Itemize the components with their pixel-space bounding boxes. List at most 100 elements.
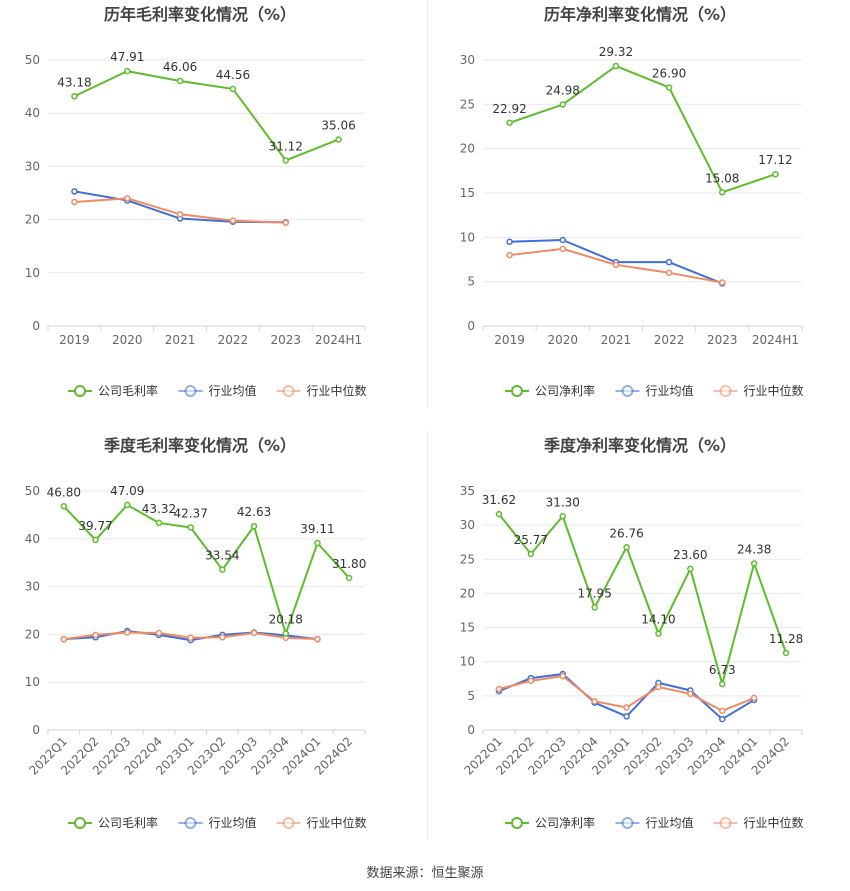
y-tick-label: 15 bbox=[460, 621, 475, 635]
legend-label: 公司净利率 bbox=[535, 815, 595, 830]
data-label: 42.63 bbox=[237, 505, 271, 519]
data-point-industry-median bbox=[559, 245, 566, 253]
data-point-company bbox=[782, 649, 790, 657]
series-line-company bbox=[73, 70, 339, 162]
data-point-industry-median bbox=[71, 198, 78, 206]
data-label: 14.10 bbox=[641, 613, 675, 627]
data-point-company bbox=[719, 680, 726, 688]
x-tick-label: 2019 bbox=[59, 333, 90, 347]
y-tick-label: 15 bbox=[460, 186, 475, 200]
legend-marker bbox=[184, 385, 197, 397]
legend-item: 行业中位数 bbox=[713, 815, 804, 830]
data-point-industry-median bbox=[314, 635, 321, 643]
legend-marker bbox=[74, 817, 86, 829]
data-point-company bbox=[506, 119, 513, 127]
data-point-industry-avg bbox=[506, 238, 513, 246]
y-tick-label: 20 bbox=[460, 586, 475, 600]
data-point-company bbox=[71, 93, 78, 100]
legend-label: 行业均值 bbox=[646, 815, 694, 830]
data-point-industry-median bbox=[591, 698, 598, 705]
data-label: 24.38 bbox=[737, 543, 771, 557]
data-point-industry-median bbox=[559, 672, 566, 680]
y-tick-label: 20 bbox=[25, 627, 40, 641]
data-label: 39.11 bbox=[300, 522, 334, 536]
data-point-company bbox=[92, 536, 99, 544]
data-label: 20.18 bbox=[269, 613, 303, 627]
data-point-industry-median bbox=[719, 279, 726, 286]
y-tick-label: 5 bbox=[467, 689, 475, 703]
y-tick-label: 30 bbox=[25, 580, 40, 594]
data-point-company bbox=[176, 77, 184, 85]
y-tick-label: 10 bbox=[25, 266, 40, 280]
data-point-company bbox=[687, 565, 694, 573]
legend-label: 行业中位数 bbox=[744, 383, 804, 398]
data-point-industry-median bbox=[92, 631, 99, 639]
data-point-company bbox=[124, 501, 131, 509]
y-tick-label: 10 bbox=[25, 675, 40, 689]
data-point-industry-median bbox=[612, 261, 620, 269]
data-point-industry-median bbox=[527, 677, 535, 685]
panel-divider bbox=[427, 0, 428, 408]
data-label: 15.08 bbox=[705, 171, 739, 185]
legend-marker bbox=[511, 385, 523, 397]
data-label: 43.18 bbox=[57, 75, 91, 89]
data-point-company bbox=[623, 544, 630, 551]
legend-label: 行业均值 bbox=[209, 815, 257, 830]
x-tick-label: 2020 bbox=[547, 333, 578, 347]
y-tick-label: 20 bbox=[25, 213, 40, 227]
data-label: 46.80 bbox=[47, 485, 81, 499]
legend-label: 行业中位数 bbox=[307, 815, 367, 830]
data-label: 43.32 bbox=[142, 502, 176, 516]
legend-label: 行业均值 bbox=[646, 383, 694, 398]
data-label: 46.06 bbox=[163, 60, 197, 74]
data-label: 17.12 bbox=[758, 153, 792, 167]
data-label: 39.77 bbox=[78, 519, 112, 533]
data-point-company bbox=[665, 84, 673, 91]
data-point-industry-median bbox=[719, 707, 726, 715]
data-point-industry-avg bbox=[559, 236, 566, 244]
y-tick-label: 50 bbox=[25, 484, 40, 498]
data-label: 31.30 bbox=[546, 495, 580, 509]
quarterly-net-margin-chart: 季度净利率变化情况（%）051015202530352022Q12022Q220… bbox=[460, 436, 804, 830]
data-point-industry-median bbox=[665, 269, 673, 277]
y-tick-label: 0 bbox=[467, 723, 475, 737]
legend-marker bbox=[621, 385, 634, 397]
legend-item: 公司毛利率 bbox=[68, 383, 158, 398]
data-label: 24.98 bbox=[546, 84, 580, 98]
series-line-company bbox=[498, 513, 787, 686]
data-label: 47.09 bbox=[110, 484, 144, 498]
y-tick-label: 25 bbox=[460, 552, 475, 566]
y-tick-label: 20 bbox=[460, 142, 475, 156]
data-point-industry-median bbox=[495, 685, 503, 693]
data-point-industry-median bbox=[506, 251, 513, 259]
data-label: 35.06 bbox=[321, 118, 355, 132]
legend-item: 公司净利率 bbox=[505, 815, 595, 830]
data-label: 33.54 bbox=[205, 549, 239, 563]
y-tick-label: 10 bbox=[460, 230, 475, 244]
legend-item: 公司净利率 bbox=[505, 383, 595, 398]
data-point-industry-median bbox=[623, 704, 630, 711]
y-tick-label: 40 bbox=[25, 106, 40, 120]
data-point-company bbox=[187, 524, 194, 531]
y-tick-label: 30 bbox=[25, 159, 40, 173]
legend-marker bbox=[719, 817, 732, 829]
data-label: 11.28 bbox=[769, 632, 803, 646]
legend-item: 行业中位数 bbox=[713, 383, 804, 398]
data-label: 25.77 bbox=[514, 533, 548, 547]
data-point-company bbox=[282, 157, 289, 164]
legend-item: 行业中位数 bbox=[276, 383, 367, 398]
chart-title: 历年净利率变化情况（%） bbox=[544, 5, 736, 24]
data-point-company bbox=[591, 604, 598, 611]
data-point-industry-median bbox=[124, 629, 131, 636]
legend-label: 行业均值 bbox=[209, 383, 257, 398]
x-tick-label: 2022 bbox=[218, 333, 249, 347]
y-tick-label: 25 bbox=[460, 97, 475, 111]
data-point-company bbox=[60, 503, 68, 510]
legend-marker bbox=[282, 817, 295, 829]
annual-gross-margin-chart: 历年毛利率变化情况（%） 0 10 20 30 40 50 2019 2020 2021 2022 2… bbox=[25, 5, 367, 398]
data-point-company bbox=[612, 62, 620, 70]
data-point-industry-median bbox=[250, 629, 258, 637]
data-label: 29.32 bbox=[599, 45, 633, 59]
annual-net-margin-chart: 历年净利率变化情况（%） 0 5 10 15 20 25 30 2019 2020 2021 2022… bbox=[460, 5, 804, 398]
data-source-note: 数据来源：恒生聚源 bbox=[366, 866, 484, 881]
